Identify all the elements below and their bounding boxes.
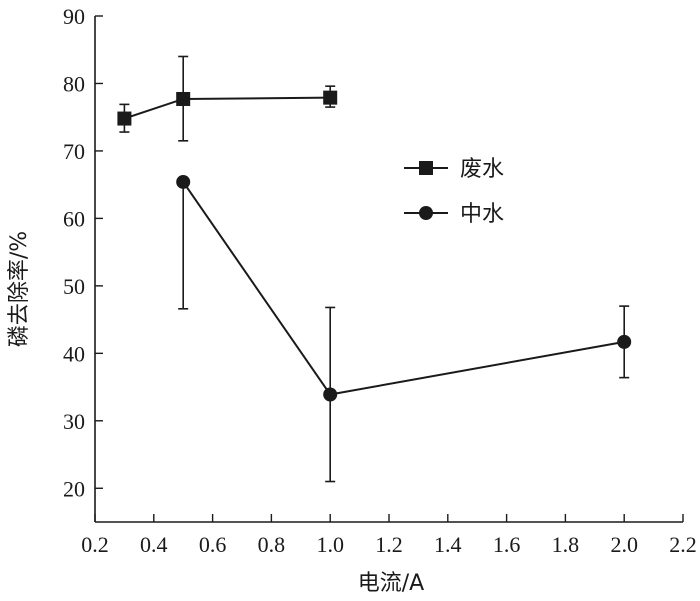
legend-square-marker xyxy=(419,161,433,175)
series-line xyxy=(182,181,625,396)
data-point-circle xyxy=(323,387,338,402)
x-tick-label: 1.2 xyxy=(375,532,403,557)
x-ticks: 0.2 0.4 0.6 0.8 1.0 1.2 1.4 1.6 1.8 2.0 2.2 xyxy=(81,514,697,557)
x-tick-label: 1.6 xyxy=(493,532,521,557)
x-tick-label: 0.2 xyxy=(81,532,109,557)
y-tick-label: 30 xyxy=(63,409,85,434)
series-2 xyxy=(176,174,632,483)
data-point-square xyxy=(176,91,191,106)
y-tick-label: 90 xyxy=(63,4,85,29)
y-tick-label: 50 xyxy=(63,274,85,299)
legend-label: 中水 xyxy=(460,202,504,227)
y-tick-label: 60 xyxy=(63,206,85,231)
legend-entry-2: 中水 xyxy=(404,202,504,227)
x-tick-label: 0.6 xyxy=(199,532,227,557)
y-tick-label: 40 xyxy=(63,341,85,366)
y-tick-label: 20 xyxy=(63,476,85,501)
y-tick-label: 70 xyxy=(63,139,85,164)
x-tick-label: 1.4 xyxy=(434,532,462,557)
series-line xyxy=(124,96,331,120)
x-tick-label: 1.8 xyxy=(552,532,580,557)
legend-entry-1: 废水 xyxy=(404,157,504,182)
x-tick-label: 0.8 xyxy=(258,532,286,557)
x-axis-title: 电流/A xyxy=(358,571,424,596)
y-axis-title: 磷去除率/% xyxy=(7,231,32,347)
x-tick-label: 0.4 xyxy=(140,532,168,557)
data-point-square xyxy=(323,90,338,105)
data-point-square xyxy=(117,111,132,126)
legend-circle-marker xyxy=(419,206,433,220)
series-1 xyxy=(117,55,338,142)
legend-label: 废水 xyxy=(460,157,504,182)
series-layer xyxy=(117,55,632,483)
y-ticks: 20 30 40 50 60 70 80 90 xyxy=(63,4,103,501)
x-tick-label: 1.0 xyxy=(316,532,344,557)
y-tick-label: 80 xyxy=(63,71,85,96)
data-point-circle xyxy=(617,334,632,349)
data-point-circle xyxy=(176,174,191,189)
x-tick-label: 2.2 xyxy=(669,532,697,557)
x-tick-label: 2.0 xyxy=(610,532,638,557)
